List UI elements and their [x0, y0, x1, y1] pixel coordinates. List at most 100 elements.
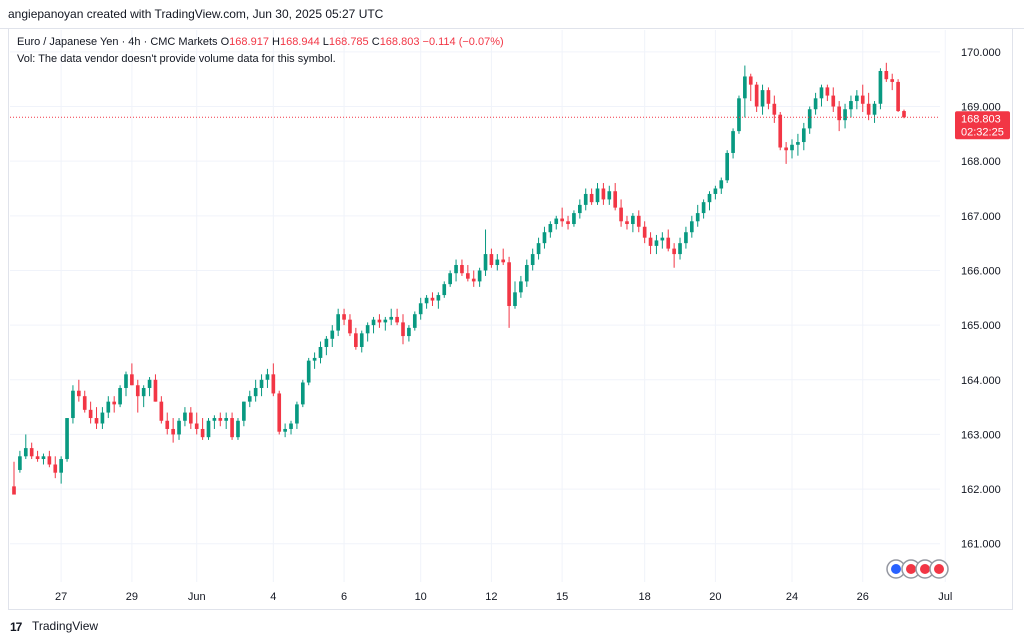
candle-body [247, 396, 252, 402]
candle-body [448, 273, 452, 285]
price-tick-label: 164.000 [961, 375, 1001, 387]
candle-body [177, 420, 181, 435]
brand-name[interactable]: TradingView [32, 619, 99, 633]
candle-body [418, 303, 423, 315]
candle-body [342, 314, 346, 320]
candle-body [760, 90, 765, 107]
header-bar: angiepanoyan created with TradingView.co… [0, 0, 1024, 29]
candle-body [796, 142, 800, 145]
candle [684, 226, 688, 249]
candle [153, 374, 158, 402]
close-value: 168.803 [379, 36, 420, 48]
candle-body [778, 114, 783, 148]
candle-body [601, 188, 606, 200]
candle-body [436, 295, 441, 301]
price-tick-label: 165.000 [961, 320, 1001, 332]
candle [524, 259, 529, 287]
candle [589, 188, 594, 205]
change-value: −0.114 (−0.07%) [422, 36, 504, 48]
candle [660, 232, 665, 249]
candle-body [536, 243, 541, 255]
candle-body [631, 215, 635, 225]
candle-body [336, 314, 340, 331]
symbol-label[interactable]: Euro / Japanese Yen · 4h · CMC Markets [17, 36, 218, 48]
candle [283, 423, 287, 438]
tradingview-logo-icon[interactable]: 17 [10, 620, 22, 634]
price-tick-label: 162.000 [961, 484, 1001, 496]
candle-body [359, 333, 364, 347]
candle [59, 456, 63, 484]
candle [495, 254, 500, 271]
candle [141, 385, 146, 408]
candle [519, 275, 523, 298]
candle-body [265, 374, 270, 380]
candle [130, 363, 134, 386]
event-flag-dot [934, 564, 944, 574]
candle-body [813, 98, 818, 110]
candle-body [171, 428, 175, 435]
candle [29, 442, 34, 460]
candle-body [860, 95, 865, 104]
candle-body [47, 456, 52, 465]
candle [778, 111, 783, 151]
candle-body [519, 281, 523, 293]
candle [725, 150, 730, 184]
candle [813, 92, 818, 115]
candle-body [130, 374, 134, 386]
candle [489, 248, 494, 268]
candle [607, 185, 612, 205]
candle-body [872, 103, 877, 115]
candle [743, 65, 747, 118]
candle-body [636, 215, 641, 227]
candle-body [100, 412, 105, 424]
candle [442, 281, 447, 298]
candle-body [719, 180, 724, 189]
price-tick-label: 161.000 [961, 539, 1001, 551]
price-badge-value: 168.803 [961, 113, 1001, 125]
candle [365, 322, 370, 342]
candle-body [306, 360, 311, 383]
candle [82, 390, 87, 413]
candle [100, 407, 105, 429]
candle-body [77, 390, 81, 397]
candle [849, 95, 853, 118]
candle-body [855, 95, 859, 102]
candle [866, 92, 871, 121]
candle-body [672, 248, 676, 255]
low-label: L [322, 36, 329, 48]
candle-body [784, 147, 788, 151]
candle [177, 418, 181, 440]
time-tick-label: 26 [857, 591, 869, 603]
candle [401, 314, 405, 345]
candle-body [902, 111, 906, 118]
candle-body [678, 243, 682, 255]
candlestick-chart[interactable]: 170.000 169.000 168.000 167.000 166.000 165.0… [0, 0, 1024, 612]
candle [224, 412, 229, 429]
candle-body [71, 390, 75, 419]
candle-body [200, 428, 205, 438]
candle [112, 396, 117, 413]
candle [601, 183, 606, 205]
candle-body [106, 401, 111, 413]
candle [707, 191, 712, 211]
close-label: C [371, 36, 380, 48]
grid [10, 30, 946, 582]
candle [336, 308, 340, 337]
candle [748, 73, 753, 102]
candle-body [648, 237, 653, 246]
time-tick-label: 6 [341, 591, 347, 603]
candle [118, 385, 122, 408]
candle-body [772, 103, 777, 115]
candle-body [583, 193, 588, 205]
candle [837, 101, 841, 132]
candle [872, 101, 877, 123]
candle [689, 215, 694, 238]
candle [448, 270, 452, 287]
candle-body [94, 418, 99, 424]
candle-body [589, 193, 594, 203]
candle [896, 79, 900, 112]
candle-body [572, 213, 576, 225]
candle [194, 412, 199, 435]
candle-body [466, 273, 470, 279]
candle-body [159, 401, 164, 421]
